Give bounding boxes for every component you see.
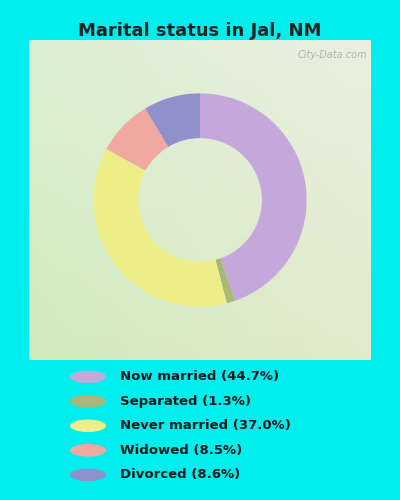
Text: Now married (44.7%): Now married (44.7%) — [120, 370, 279, 384]
Circle shape — [70, 395, 106, 407]
Text: Never married (37.0%): Never married (37.0%) — [120, 420, 291, 432]
Circle shape — [70, 468, 106, 481]
Circle shape — [70, 370, 106, 383]
Wedge shape — [145, 94, 200, 147]
Circle shape — [70, 444, 106, 456]
Text: Widowed (8.5%): Widowed (8.5%) — [120, 444, 242, 457]
Text: Separated (1.3%): Separated (1.3%) — [120, 395, 251, 408]
Wedge shape — [106, 108, 168, 170]
Wedge shape — [216, 258, 235, 303]
Wedge shape — [93, 149, 227, 306]
Circle shape — [70, 420, 106, 432]
Text: Divorced (8.6%): Divorced (8.6%) — [120, 468, 240, 481]
Text: City-Data.com: City-Data.com — [298, 50, 367, 59]
Wedge shape — [200, 94, 307, 300]
Text: Marital status in Jal, NM: Marital status in Jal, NM — [78, 22, 322, 40]
